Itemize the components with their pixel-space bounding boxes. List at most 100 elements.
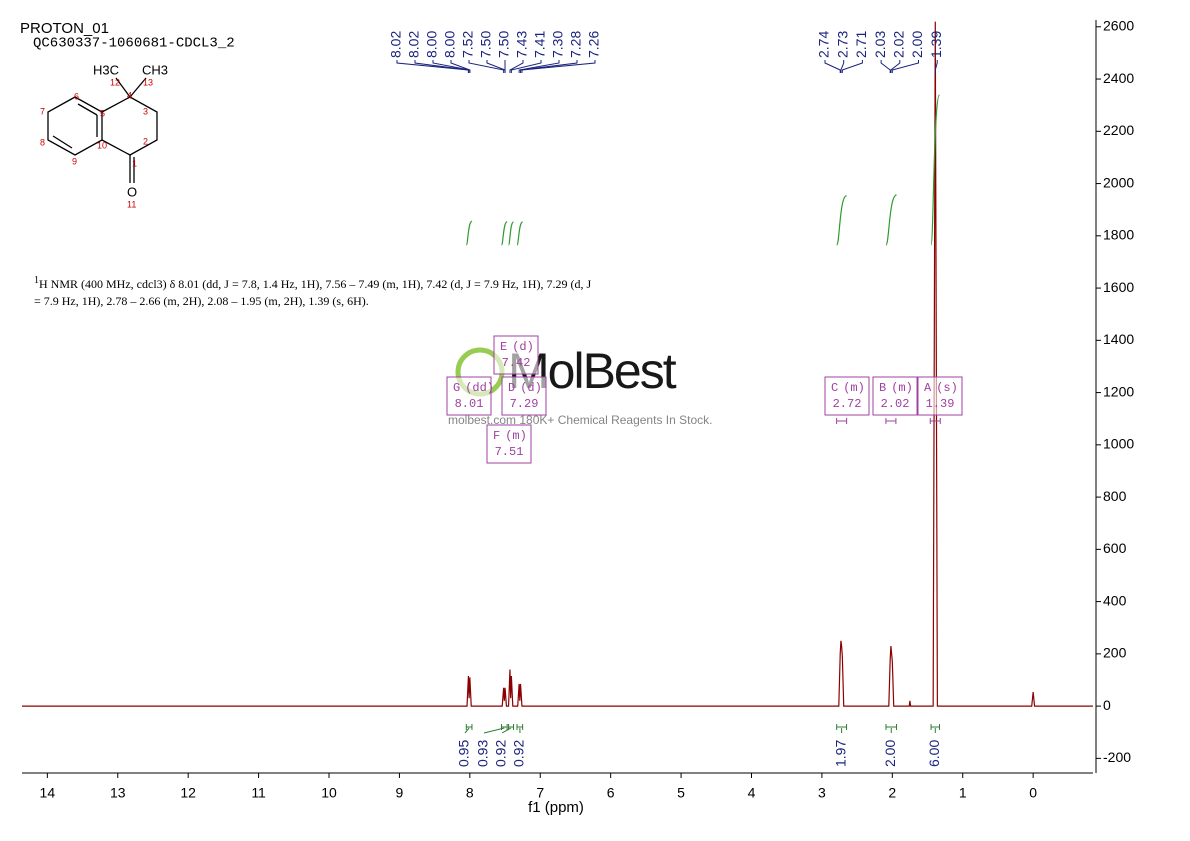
peak-leader	[468, 60, 505, 73]
integral-leader	[464, 727, 470, 734]
integral-bracket	[465, 724, 473, 730]
x-tick-label: 14	[40, 785, 56, 801]
multiplet-type: (s)	[936, 381, 958, 395]
peak-label: 8.00	[442, 31, 458, 58]
peak-label: 2.03	[872, 31, 888, 58]
multiplet-type: (m)	[891, 381, 913, 395]
peak-leader	[414, 60, 469, 73]
peak-leader	[510, 60, 542, 73]
chart-title: PROTON_01	[20, 20, 109, 37]
x-tick-label: 7	[536, 785, 544, 801]
integral-curve	[465, 220, 473, 246]
peak-label: 2.71	[853, 31, 869, 58]
multiplet-range	[885, 418, 897, 424]
peak-leader	[824, 60, 841, 73]
ring	[101, 96, 158, 156]
description-text: H NMR (400 MHz, cdcl3) δ 8.01 (dd, J = 7…	[34, 277, 592, 308]
peak-label: 8.02	[406, 31, 422, 58]
peak-label: 7.52	[460, 31, 476, 58]
multiplet-shift: 2.02	[881, 397, 910, 411]
double-bond	[77, 103, 98, 116]
atom-number: 6	[74, 91, 79, 101]
double-bond	[52, 135, 73, 149]
multiplet-range	[929, 418, 941, 424]
multiplet-label: F (m)	[493, 429, 527, 443]
multiplet-box	[872, 376, 918, 416]
multiplet-type: (d)	[512, 340, 534, 354]
peak-label: 7.30	[550, 31, 566, 58]
multiplet-label: C (m)	[831, 381, 865, 395]
integral-label: 0.93	[475, 740, 491, 767]
x-tick-label: 1	[959, 785, 967, 801]
multiplet-box	[493, 335, 539, 375]
y-tick-label: 400	[1103, 592, 1127, 608]
integral-curve	[516, 221, 524, 246]
multiplet-letter: A	[924, 381, 932, 395]
nmr-description: 1H NMR (400 MHz, cdcl3) δ 8.01 (dd, J = …	[34, 272, 594, 310]
multiplet-range	[836, 418, 848, 424]
y-tick-label: 2200	[1103, 122, 1134, 138]
integral-leader	[483, 727, 505, 734]
benzene-ring	[47, 96, 103, 156]
integral-curve	[930, 94, 941, 246]
integral-curve	[885, 194, 898, 246]
peak-label: 7.43	[514, 31, 530, 58]
x-tick-label: 8	[466, 785, 474, 801]
multiplet-letter: D	[508, 381, 515, 395]
x-tick-label: 13	[110, 785, 126, 801]
peak-label: 8.00	[424, 31, 440, 58]
peak-label: 8.02	[388, 31, 404, 58]
atom-number: 4	[127, 90, 132, 100]
spectrum-line	[22, 21, 1093, 707]
integral-label: 0.92	[511, 740, 527, 767]
peak-label: 2.02	[891, 31, 907, 58]
integral-bracket	[885, 724, 898, 730]
chart-subtitle: QC630337-1060681-CDCL3_2	[33, 36, 235, 52]
watermark-tagline: molbest.com 180K+ Chemical Reagents In S…	[448, 413, 712, 427]
x-axis-label: f1 (ppm)	[528, 799, 584, 816]
x-tick-label: 9	[396, 785, 404, 801]
multiplet-letter: B	[879, 381, 886, 395]
peak-leader	[509, 60, 524, 73]
y-tick-label: 1200	[1103, 383, 1134, 399]
x-tick-label: 10	[321, 785, 337, 801]
bond	[129, 77, 147, 98]
y-tick-label: 600	[1103, 540, 1127, 556]
multiplet-label: E (d)	[500, 340, 534, 354]
y-tick-label: -200	[1103, 749, 1131, 765]
peak-leader	[880, 60, 891, 73]
atom-number: 13	[143, 77, 153, 87]
molecule-labels: H3C CH3 O 1 2 3 4 5 6 7 8 9 10 11 12 13	[40, 62, 168, 209]
x-tick-label: 4	[748, 785, 756, 801]
atom-number: 3	[143, 106, 148, 116]
x-tick-label: 3	[818, 785, 826, 801]
multiplet-letter: G	[453, 381, 460, 395]
integral-bracket	[516, 724, 524, 730]
integral-curve	[507, 221, 515, 246]
x-tick-label: 12	[180, 785, 196, 801]
multiplet-shift: 2.72	[833, 397, 862, 411]
multiplet-shift: 8.01	[455, 397, 484, 411]
integral-label: 1.97	[832, 740, 848, 767]
integral-label: 2.00	[882, 740, 898, 767]
atom-number: 9	[72, 156, 77, 166]
superscript: 1	[34, 275, 39, 286]
peak-leader	[521, 60, 596, 73]
multiplet-type: (m)	[843, 381, 865, 395]
x-tick-label: 0	[1029, 785, 1037, 801]
atom-number: 5	[100, 108, 105, 118]
multiplet-shift: 7.51	[495, 445, 524, 459]
multiplet-box	[824, 376, 870, 416]
multiplet-letter: C	[831, 381, 838, 395]
atom-number: 7	[40, 106, 45, 116]
y-tick-label: 1400	[1103, 331, 1134, 347]
peak-leader	[518, 60, 560, 73]
atom-number: 2	[143, 136, 148, 146]
y-tick-label: 1800	[1103, 227, 1134, 243]
bond	[115, 77, 131, 98]
peak-label: 7.26	[586, 31, 602, 58]
peak-leader	[890, 60, 901, 73]
integral-leader	[501, 727, 512, 734]
multiplet-letter: F	[493, 429, 500, 443]
